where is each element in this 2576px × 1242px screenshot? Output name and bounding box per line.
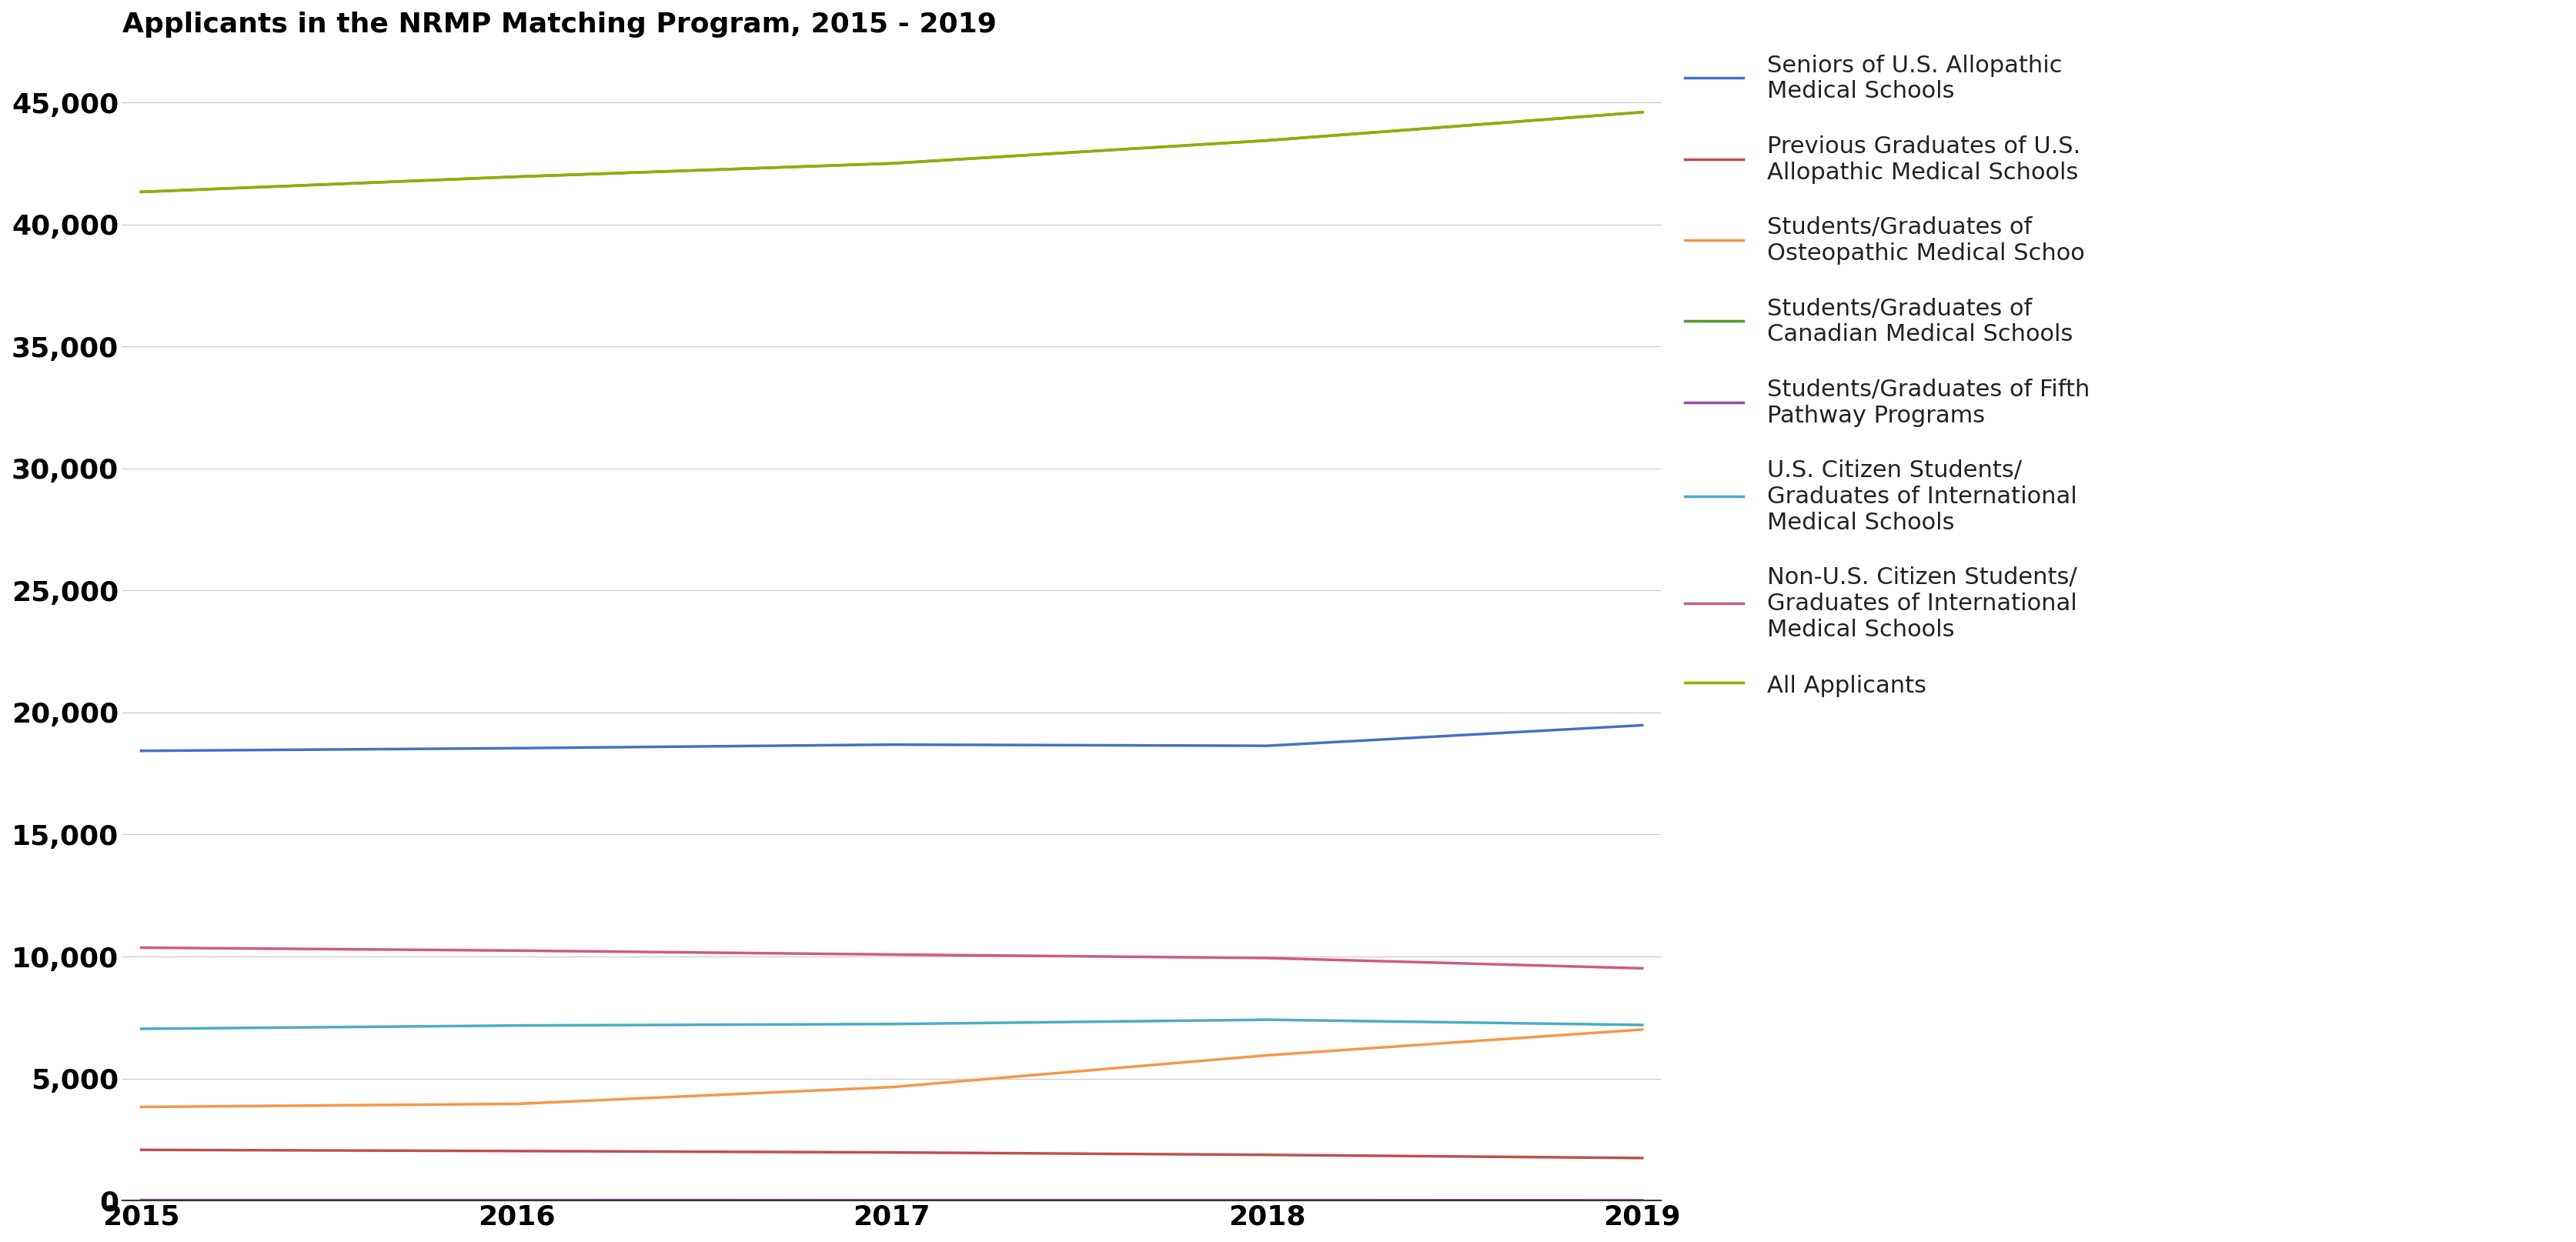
Previous Graduates of U.S.
Allopathic Medical Schools [1252,1148,1283,1163]
Students/Graduates of Fifth
Pathway Programs [1252,1192,1283,1207]
Line: All Applicants: All Applicants [142,112,1641,193]
Non-U.S. Citizen Students/
Graduates of International
Medical Schools [126,940,157,955]
Line: Seniors of U.S. Allopathic
Medical Schools: Seniors of U.S. Allopathic Medical Schoo… [142,725,1641,751]
Non-U.S. Citizen Students/
Graduates of International
Medical Schools [876,948,907,963]
Seniors of U.S. Allopathic
Medical Schools [1252,738,1283,753]
Previous Graduates of U.S.
Allopathic Medical Schools [500,1144,531,1159]
Seniors of U.S. Allopathic
Medical Schools [500,740,531,755]
Students/Graduates of
Osteopathic Medical Schoo [1252,1048,1283,1063]
Students/Graduates of
Canadian Medical Schools [126,185,157,200]
Seniors of U.S. Allopathic
Medical Schools [1625,718,1656,733]
Line: Previous Graduates of U.S.
Allopathic Medical Schools: Previous Graduates of U.S. Allopathic Me… [142,1150,1641,1158]
All Applicants [1252,133,1283,148]
U.S. Citizen Students/
Graduates of International
Medical Schools [876,1017,907,1032]
U.S. Citizen Students/
Graduates of International
Medical Schools [126,1021,157,1036]
Text: Applicants in the NRMP Matching Program, 2015 - 2019: Applicants in the NRMP Matching Program,… [124,11,997,37]
All Applicants [126,185,157,200]
Students/Graduates of
Canadian Medical Schools [876,156,907,171]
Non-U.S. Citizen Students/
Graduates of International
Medical Schools [500,943,531,958]
Non-U.S. Citizen Students/
Graduates of International
Medical Schools [1252,950,1283,965]
Students/Graduates of Fifth
Pathway Programs [126,1192,157,1207]
Students/Graduates of Fifth
Pathway Programs [1625,1192,1656,1207]
Non-U.S. Citizen Students/
Graduates of International
Medical Schools [1625,961,1656,976]
Previous Graduates of U.S.
Allopathic Medical Schools [1625,1150,1656,1165]
Line: Students/Graduates of
Osteopathic Medical Schoo: Students/Graduates of Osteopathic Medica… [142,1030,1641,1107]
Students/Graduates of
Osteopathic Medical Schoo [126,1099,157,1114]
Line: U.S. Citizen Students/
Graduates of International
Medical Schools: U.S. Citizen Students/ Graduates of Inte… [142,1020,1641,1028]
U.S. Citizen Students/
Graduates of International
Medical Schools [1252,1012,1283,1027]
Students/Graduates of Fifth
Pathway Programs [500,1192,531,1207]
Seniors of U.S. Allopathic
Medical Schools [126,744,157,759]
All Applicants [1625,104,1656,119]
Previous Graduates of U.S.
Allopathic Medical Schools [876,1145,907,1160]
Students/Graduates of
Canadian Medical Schools [1252,133,1283,148]
Students/Graduates of Fifth
Pathway Programs [876,1192,907,1207]
Previous Graduates of U.S.
Allopathic Medical Schools [126,1143,157,1158]
Students/Graduates of
Osteopathic Medical Schoo [876,1079,907,1094]
Seniors of U.S. Allopathic
Medical Schools [876,738,907,753]
All Applicants [876,156,907,171]
Students/Graduates of
Canadian Medical Schools [1625,104,1656,119]
U.S. Citizen Students/
Graduates of International
Medical Schools [1625,1017,1656,1032]
Students/Graduates of
Canadian Medical Schools [500,169,531,184]
Students/Graduates of
Osteopathic Medical Schoo [500,1097,531,1112]
All Applicants [500,169,531,184]
Students/Graduates of
Osteopathic Medical Schoo [1625,1022,1656,1037]
Line: Students/Graduates of
Canadian Medical Schools: Students/Graduates of Canadian Medical S… [142,112,1641,193]
U.S. Citizen Students/
Graduates of International
Medical Schools [500,1018,531,1033]
Legend: Seniors of U.S. Allopathic
Medical Schools, Previous Graduates of U.S.
Allopathi: Seniors of U.S. Allopathic Medical Schoo… [1672,42,2102,709]
Line: Non-U.S. Citizen Students/
Graduates of International
Medical Schools: Non-U.S. Citizen Students/ Graduates of … [142,948,1641,969]
